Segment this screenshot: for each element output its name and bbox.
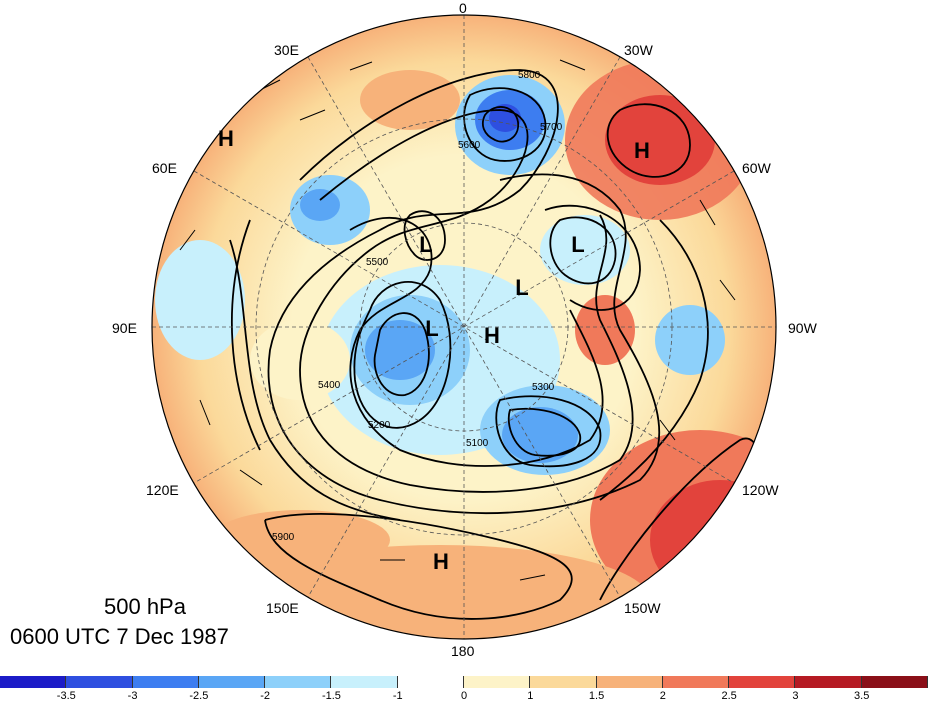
- contour-label: 5400: [318, 380, 341, 391]
- high-center: H: [218, 126, 234, 151]
- high-center: H: [433, 549, 449, 574]
- colorbar-cell: [463, 676, 531, 688]
- longitude-label: 90E: [112, 320, 137, 336]
- low-center: L: [571, 232, 584, 257]
- colorbar-cell: [662, 676, 730, 688]
- longitude-label: 180: [451, 643, 475, 659]
- contour-label: 5200: [368, 420, 391, 431]
- high-center: H: [484, 323, 500, 348]
- colorbar-tick-label: 2.5: [721, 690, 737, 702]
- longitude-label: 150E: [266, 600, 299, 616]
- colorbar-cell: [265, 676, 332, 688]
- colorbar-cell: [397, 676, 464, 688]
- high-center: H: [634, 138, 650, 163]
- graticule: [152, 15, 776, 639]
- colorbar-cell: [198, 676, 266, 688]
- longitude-label: 30E: [274, 42, 299, 58]
- colorbar-tick-label: 2: [659, 690, 666, 702]
- longitude-label: 120E: [146, 482, 179, 498]
- wind-barbs: [179, 59, 736, 581]
- contour-label: 5700: [540, 122, 563, 133]
- colorbar-tick-label: -1: [392, 690, 403, 702]
- contour-label: 5100: [466, 438, 489, 449]
- colorbar-tick-label: 3.5: [854, 690, 870, 702]
- polar-stereographic-map: H H L L L L H H 5800 5700 5600 5500 5400…: [151, 14, 777, 640]
- colorbar-cell: [530, 676, 597, 688]
- colorbar-tick-label: -3: [127, 690, 138, 702]
- contour-label: 5600: [458, 140, 481, 151]
- colorbar-tick-label: 0: [460, 690, 468, 702]
- colorbar-cell: [795, 676, 862, 688]
- colorbar-cell: [66, 676, 133, 688]
- contour-label: 5500: [366, 257, 389, 268]
- longitude-label: 0: [459, 0, 467, 16]
- colorbar-cell: [861, 676, 928, 688]
- colorbar-cell: [596, 676, 663, 688]
- time-title: 0600 UTC 7 Dec 1987: [10, 624, 229, 649]
- longitude-label: 60E: [152, 160, 177, 176]
- colorbar-tick-label: 1.5: [588, 690, 605, 702]
- longitude-label: 90W: [788, 320, 817, 336]
- longitude-label: 120W: [742, 482, 779, 498]
- level-title: 500 hPa: [104, 594, 186, 619]
- low-center: L: [515, 275, 528, 300]
- low-center: L: [419, 232, 432, 257]
- longitude-label: 150W: [624, 600, 661, 616]
- map-boundary: [151, 14, 777, 640]
- colorbar-cell: [331, 676, 398, 688]
- colorbar-tick-label: -1.5: [321, 690, 341, 702]
- colorbar-tick-label: 1: [527, 690, 534, 702]
- colorbar-tick-label: -3.5: [56, 690, 76, 702]
- contour-label: 5800: [518, 70, 541, 81]
- longitude-label: 30W: [624, 42, 653, 58]
- colorbar-cell: [132, 676, 199, 688]
- colorbar: [0, 676, 928, 688]
- colorbar-tick-label: -2.5: [189, 690, 209, 702]
- contour-label: 5900: [272, 532, 295, 543]
- colorbar-cell: [729, 676, 796, 688]
- colorbar-tick-label: 3: [792, 690, 799, 702]
- contour-label: 5300: [532, 382, 555, 393]
- low-center: L: [425, 316, 438, 341]
- longitude-label: 60W: [742, 160, 771, 176]
- colorbar-cell: [0, 676, 67, 688]
- colorbar-tick-label: -2: [260, 690, 271, 702]
